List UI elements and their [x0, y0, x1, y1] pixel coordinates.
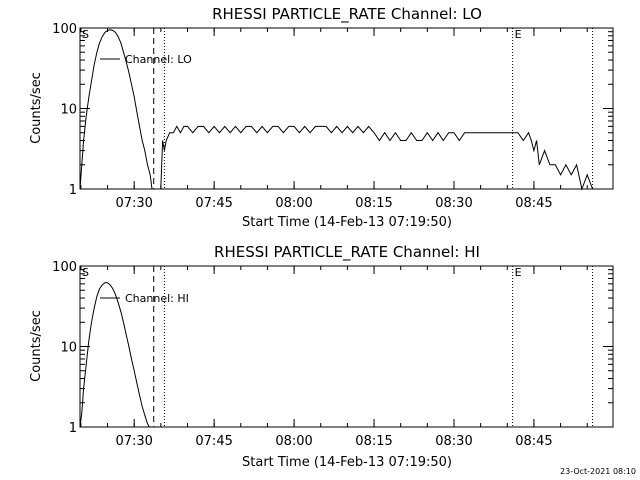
- footer-timestamp: 23-Oct-2021 08:10: [560, 467, 636, 476]
- y-tick-label: 10: [60, 341, 77, 356]
- y-tick-label: 1: [69, 183, 77, 198]
- axis-ticks: 07:30 07:45 08:00 08:15 08:30 08:45 1 10 100: [52, 260, 613, 449]
- x-tick-label: 08:30: [435, 196, 472, 211]
- time-marker-label: S: [82, 266, 89, 279]
- y-tick-label: 1: [69, 421, 77, 436]
- x-axis-label: Start Time (14-Feb-13 07:19:50): [242, 455, 452, 470]
- series-group: [79, 282, 150, 428]
- chart-title: RHESSI PARTICLE_RATE Channel: LO: [212, 5, 482, 24]
- x-tick-label: 08:45: [515, 196, 552, 211]
- time-marker-label: E: [515, 28, 522, 41]
- axis-ticks: 07:30 07:45 08:00 08:15 08:30 08:45 1 10 100: [52, 22, 613, 211]
- plot-frame: [79, 265, 614, 428]
- time-marker-label: S: [82, 28, 89, 41]
- x-tick-label: 08:00: [275, 196, 312, 211]
- y-tick-label: 100: [52, 22, 77, 37]
- x-tick-label: 07:45: [195, 196, 232, 211]
- x-tick-label: 08:45: [515, 434, 552, 449]
- chart-title: RHESSI PARTICLE_RATE Channel: HI: [214, 243, 480, 262]
- series-line: [160, 125, 594, 191]
- legend-label: Channel: HI: [125, 292, 189, 305]
- x-tick-label: 07:45: [195, 434, 232, 449]
- x-tick-label: 08:00: [275, 434, 312, 449]
- x-tick-label: 08:30: [435, 434, 472, 449]
- x-tick-label: 07:30: [115, 196, 152, 211]
- y-tick-label: 100: [52, 260, 77, 275]
- time-marker-label: E: [515, 266, 522, 279]
- series-line: [79, 282, 150, 428]
- x-tick-label: 08:15: [355, 434, 392, 449]
- x-tick-label: 07:30: [115, 434, 152, 449]
- y-tick-label: 10: [60, 103, 77, 118]
- series-line: [79, 29, 153, 190]
- legend-label: Channel: LO: [125, 53, 192, 66]
- y-axis-label: Counts/sec: [29, 310, 44, 382]
- x-axis-label: Start Time (14-Feb-13 07:19:50): [242, 215, 452, 230]
- y-axis-label: Counts/sec: [29, 72, 44, 144]
- x-tick-label: 08:15: [355, 196, 392, 211]
- series-group: [79, 29, 594, 191]
